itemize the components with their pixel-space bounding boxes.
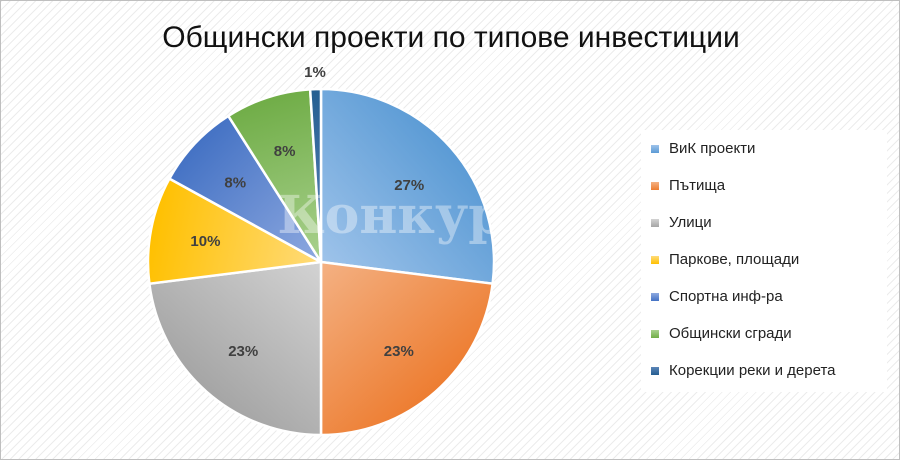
data-label: 23% [228,343,258,360]
legend-item: Паркове, площади [641,241,887,278]
pie-slice [146,176,325,286]
legend-label: Спортна инф-ра [669,288,783,305]
legend-label: Корекции реки и дерета [669,362,836,379]
chart-title: Общински проекти по типове инвестиции [162,21,740,54]
data-label: 27% [394,177,424,194]
legend-label: Пътища [669,177,726,194]
legend-label: Улици [669,214,712,231]
legend-item: Общински сгради [641,315,887,352]
legend-label: ВиК проекти [669,140,756,157]
legend-swatch [651,144,659,153]
data-label: 1% [304,64,326,81]
legend-item: Спортна инф-ра [641,278,887,315]
pie-slice [147,260,323,437]
data-label: 8% [224,174,246,191]
watermark: Конкур [277,185,504,246]
data-label: 10% [190,233,220,250]
legend-swatch [651,255,659,264]
pie-slice [319,87,496,286]
legend-item: Улици [641,204,887,241]
legend: ВиК проекти Пътища Улици Паркове, площади Сп… [641,130,887,392]
pie-slice [319,260,495,437]
legend-swatch [651,366,659,375]
legend-item: Пътища [641,167,887,204]
legend-item: ВиК проекти [641,130,887,167]
legend-swatch [651,292,659,301]
legend-swatch [651,329,659,338]
pie-slice [308,87,323,263]
legend-label: Общински сгради [669,325,792,342]
legend-label: Паркове, площади [669,251,800,268]
legend-item: Корекции реки и дерета [641,352,887,389]
data-label: 23% [384,343,414,360]
legend-swatch [651,181,659,190]
data-label: 8% [274,143,296,160]
legend-swatch [651,218,659,227]
